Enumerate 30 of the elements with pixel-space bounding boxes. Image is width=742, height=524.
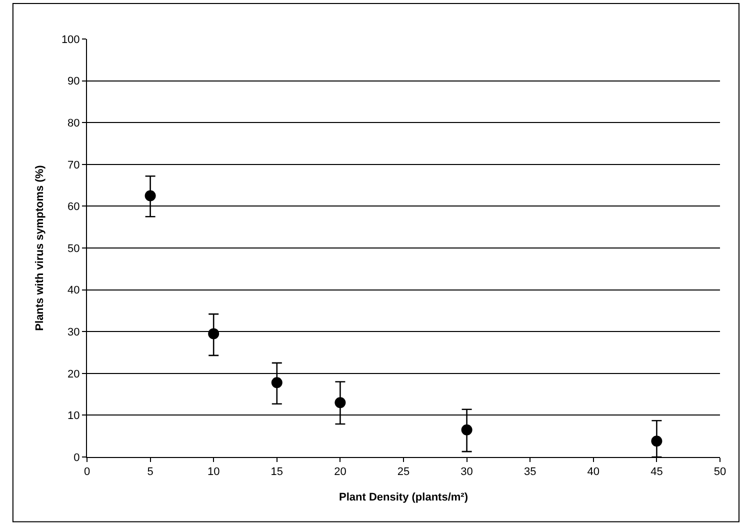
x-tick-label: 15 <box>270 466 284 478</box>
x-tick-label: 10 <box>207 466 220 478</box>
y-tick-label: 40 <box>68 284 80 297</box>
y-tick-label: 80 <box>68 117 80 130</box>
y-tick-label: 10 <box>68 410 80 422</box>
x-tick-label: 50 <box>714 466 726 478</box>
x-tick-label: 20 <box>334 466 346 478</box>
y-tick-label: 60 <box>68 201 80 214</box>
point <box>271 377 282 388</box>
x-tick-label: 45 <box>650 466 663 478</box>
y-tick-label: 70 <box>68 159 80 172</box>
x-tick-label: 40 <box>587 466 600 478</box>
point <box>461 424 472 436</box>
y-tick-label: 20 <box>68 368 80 380</box>
x-axis-title: Plant Density (plants/m²) <box>339 491 468 504</box>
x-tick-label: 35 <box>524 466 536 478</box>
y-tick-label: 90 <box>68 76 80 88</box>
x-tick-label: 0 <box>84 466 90 478</box>
x-tick-label: 5 <box>147 466 154 478</box>
point <box>334 397 346 408</box>
y-tick-label: 100 <box>61 34 80 46</box>
point <box>651 436 662 447</box>
y-axis-title: Plants with virus symptoms (%) <box>34 164 46 331</box>
x-tick-label: 25 <box>397 466 410 478</box>
y-tick-label: 50 <box>68 242 80 255</box>
y-tick-label: 0 <box>74 452 80 464</box>
x-tick-label: 30 <box>460 466 473 478</box>
point <box>208 328 220 340</box>
point <box>144 190 156 202</box>
y-tick-label: 30 <box>68 326 80 338</box>
